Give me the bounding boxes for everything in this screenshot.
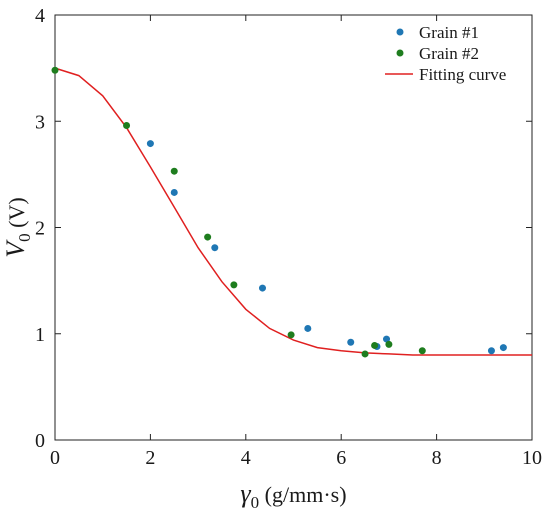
grain-2-point <box>204 233 212 241</box>
legend: Grain #1 Grain #2 Fitting curve <box>385 23 506 84</box>
grain-2-point <box>361 350 369 358</box>
grain-1-point <box>487 347 495 355</box>
grain-2-point <box>123 122 131 129</box>
legend-label: Grain #1 <box>419 23 479 42</box>
y-tick-label: 3 <box>35 111 45 133</box>
legend-marker <box>396 49 404 57</box>
y-tick-label: 4 <box>35 5 45 27</box>
grain-1-point <box>383 335 391 343</box>
grain-2-point <box>371 341 379 349</box>
x-axis-symbol: γ <box>240 479 251 508</box>
grain-2-point <box>51 66 59 74</box>
x-axis-title: γ0 (g/mm·s) <box>240 479 346 512</box>
y-axis-subscript: 0 <box>15 233 34 242</box>
x-tick-label: 6 <box>336 447 346 469</box>
x-axis-unit: (g/mm·s) <box>259 482 346 507</box>
grain-2-point <box>385 340 393 348</box>
grain-1-point <box>146 140 154 148</box>
grain-2-point <box>170 167 178 175</box>
plot-frame <box>54 14 533 441</box>
x-tick-label: 8 <box>432 447 442 469</box>
legend-label: Fitting curve <box>419 65 506 84</box>
y-tick-label: 2 <box>35 218 45 240</box>
grain-1-point <box>258 284 266 292</box>
x-axis-subscript: 0 <box>251 493 260 512</box>
y-axis-symbol: V <box>1 239 30 258</box>
legend-label: Grain #2 <box>419 44 479 63</box>
grain-1-point <box>499 344 507 352</box>
grain-1-point <box>170 188 178 196</box>
y-tick-label: 0 <box>35 430 45 452</box>
y-axis-title: V0 (V) <box>1 197 34 257</box>
points-layer <box>51 66 507 358</box>
x-tick-label: 10 <box>522 447 542 469</box>
fitting-curve-layer <box>54 67 532 356</box>
grain-2-point <box>418 347 426 355</box>
fitting-curve-line <box>54 67 532 356</box>
ticks-layer <box>54 14 533 441</box>
tick-labels-layer: 0 2 4 6 8 10 0 1 2 3 4 <box>35 5 542 469</box>
y-axis-unit: (V) <box>4 197 29 233</box>
grain-1-point <box>211 244 219 252</box>
plot-area <box>54 14 533 441</box>
grain-1-point <box>347 338 355 346</box>
x-tick-label: 4 <box>241 447 251 469</box>
grain-1-point <box>304 324 312 332</box>
x-tick-label: 0 <box>50 447 60 469</box>
y-tick-label: 1 <box>35 324 45 346</box>
x-tick-label: 2 <box>145 447 155 469</box>
grain-2-point <box>230 281 238 289</box>
legend-marker <box>396 28 404 36</box>
grain-2-point <box>287 331 295 339</box>
